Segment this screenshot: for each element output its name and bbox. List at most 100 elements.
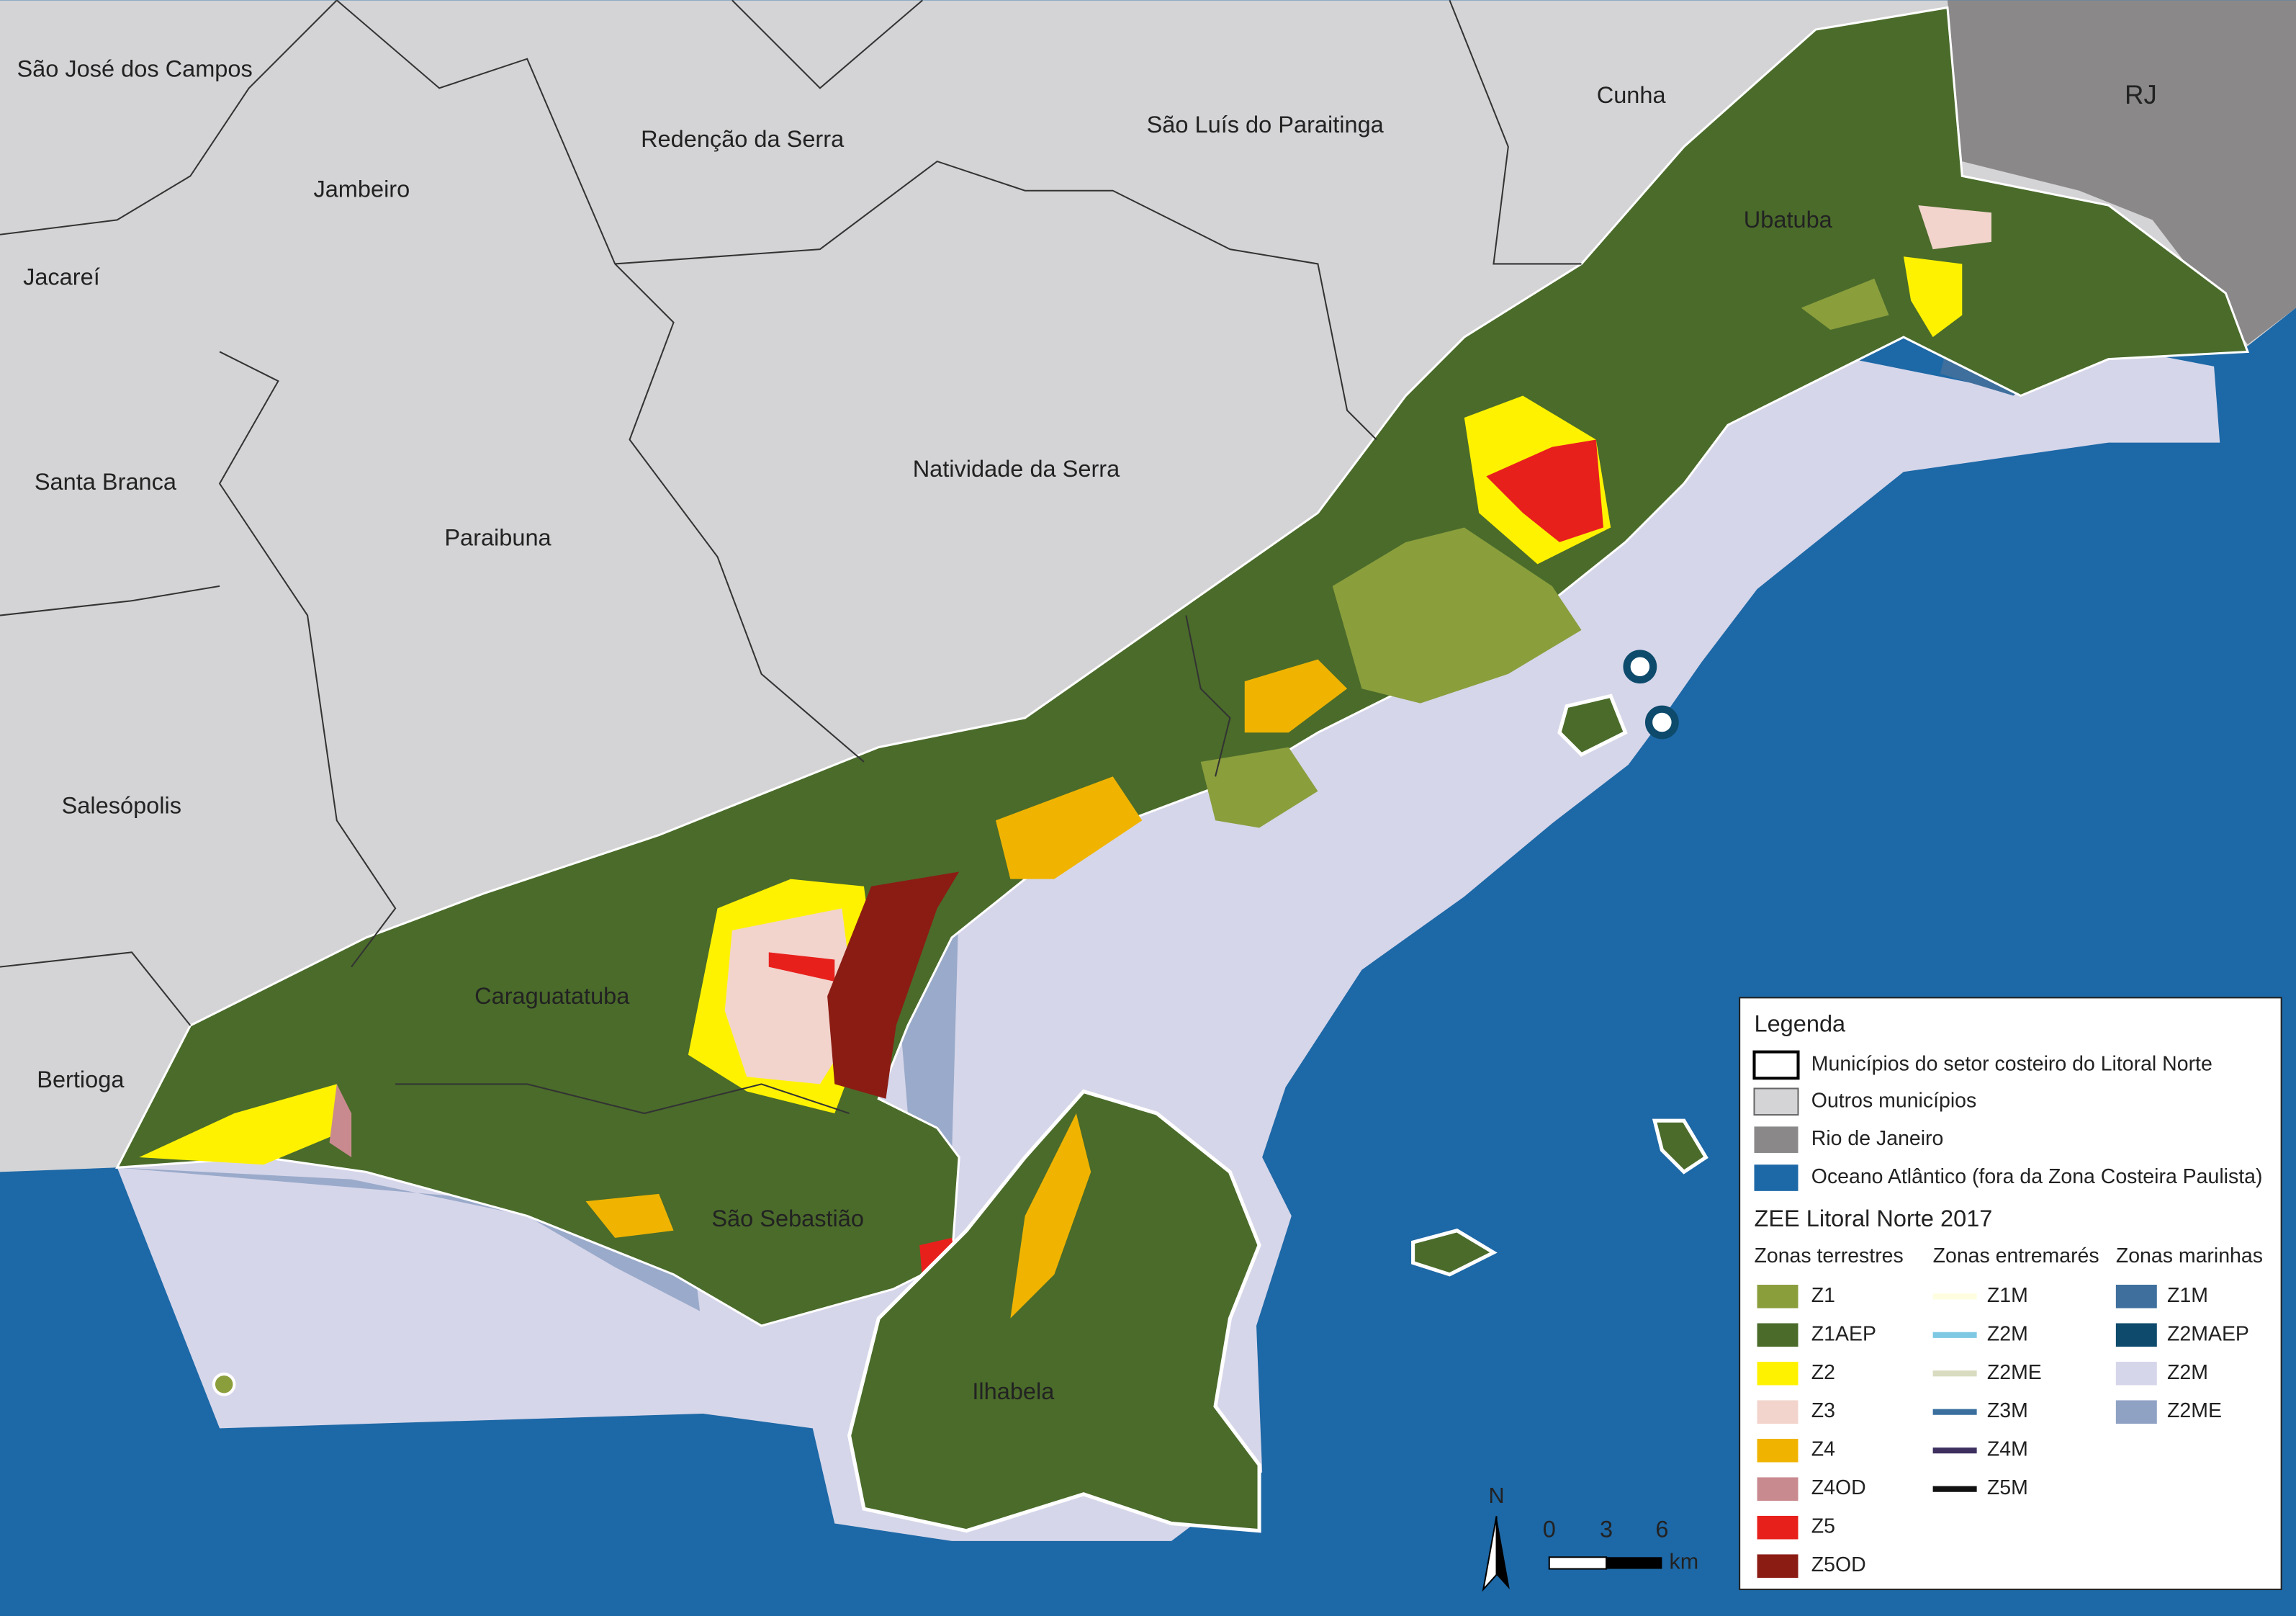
map-label: Redenção da Serra xyxy=(641,126,845,152)
zone-z4 xyxy=(585,1193,674,1238)
zone-z3 xyxy=(724,908,857,1085)
map-label: Cunha xyxy=(1597,82,1667,108)
island xyxy=(1652,1118,1709,1175)
legend-swatch xyxy=(2115,1323,2157,1347)
legend-title: Legenda xyxy=(1754,1011,1846,1037)
zone-z1 xyxy=(1200,747,1318,828)
map-label: Natividade da Serra xyxy=(913,456,1120,482)
legend-heading: Zonas entremarés xyxy=(1933,1244,2099,1267)
marine-z2maep xyxy=(1644,705,1679,740)
legend-swatch xyxy=(1757,1554,1798,1578)
zone-z1 xyxy=(1332,527,1582,704)
marine-z2maep xyxy=(1623,650,1657,684)
zone-z4 xyxy=(995,776,1143,879)
map-label: Santa Branca xyxy=(35,469,177,495)
legend-label: Z4 xyxy=(1811,1438,1835,1461)
legend-label: Z4M xyxy=(1987,1438,2028,1461)
island xyxy=(1557,693,1628,757)
map-label: Jacareí xyxy=(23,264,100,289)
legend-label: Z2M xyxy=(1987,1322,2028,1345)
scale-bar xyxy=(1606,1557,1662,1569)
legend-swatch xyxy=(1757,1400,1798,1424)
scale-tick: 6 xyxy=(1655,1516,1668,1542)
legend-swatch xyxy=(1753,1087,1799,1116)
map-label: São Luís do Paraitinga xyxy=(1147,112,1385,138)
map-label: Paraibuna xyxy=(444,524,552,550)
legend-swatch xyxy=(1754,1164,1798,1191)
legend-label: Z3M xyxy=(1987,1399,2028,1422)
legend-label: Z2 xyxy=(1811,1361,1835,1384)
rio-de-janeiro xyxy=(1947,0,2296,345)
map-label: Caraguatatuba xyxy=(474,983,630,1009)
legend-label: Z2ME xyxy=(1987,1361,2042,1384)
legend-label: Outros municípios xyxy=(1811,1089,1976,1112)
municipal-border xyxy=(0,585,220,616)
municipal-border xyxy=(336,0,865,763)
zone-z5 xyxy=(1486,439,1604,542)
municipal-border xyxy=(0,951,192,1026)
scale-unit: km xyxy=(1670,1549,1699,1574)
legend-swatch xyxy=(1757,1285,1798,1308)
municipal-border xyxy=(395,1083,850,1115)
legend-heading: Zonas terrestres xyxy=(1754,1244,1903,1267)
zone-z4od xyxy=(329,1084,352,1158)
map-label: Salesópolis xyxy=(62,793,181,819)
north-label: N xyxy=(1489,1483,1505,1508)
scale-tick: 0 xyxy=(1543,1516,1556,1542)
zone-z1 xyxy=(1801,278,1889,330)
legend-swatch xyxy=(1757,1438,1798,1463)
legend-swatch xyxy=(1757,1323,1798,1347)
scale-tick: 3 xyxy=(1600,1516,1613,1542)
municipal-border xyxy=(615,160,1377,441)
legend: Legenda Municípios do setor costeiro do … xyxy=(1739,997,2282,1591)
municipal-border xyxy=(1449,0,1582,265)
map-label: Ubatuba xyxy=(1744,207,1833,233)
legend-label: Z4OD xyxy=(1811,1476,1866,1499)
zone-z4 xyxy=(1244,659,1348,733)
municipal-border xyxy=(731,0,923,89)
map-label: São José dos Campos xyxy=(17,56,252,82)
legend-label: Z2M xyxy=(2167,1361,2208,1384)
legend-label: Z5OD xyxy=(1811,1553,1866,1576)
zone-z5 xyxy=(768,952,835,982)
zone-z2 xyxy=(139,1084,352,1165)
legend-label: Z1AEP xyxy=(1811,1322,1876,1345)
legend-swatch xyxy=(2115,1285,2157,1308)
legend-label: Oceano Atlântico (fora da Zona Costeira … xyxy=(1811,1165,2263,1188)
legend-swatch xyxy=(1754,1126,1798,1153)
scale-bar xyxy=(1548,1556,1608,1570)
map-label: Ilhabela xyxy=(972,1378,1055,1404)
legend-label: Z2ME xyxy=(2167,1399,2222,1422)
legend-label: Z5M xyxy=(1987,1476,2028,1499)
legend-label: Z1 xyxy=(1811,1284,1835,1307)
legend-swatch xyxy=(1757,1515,1798,1540)
legend-subtitle: ZEE Litoral Norte 2017 xyxy=(1754,1206,1992,1231)
legend-label: Rio de Janeiro xyxy=(1811,1127,1944,1150)
legend-swatch xyxy=(1757,1361,1798,1386)
legend-swatch xyxy=(2115,1361,2157,1386)
legend-label: Z1M xyxy=(1987,1284,2028,1307)
legend-swatch xyxy=(1757,1477,1798,1501)
island xyxy=(212,1373,236,1396)
map-label: RJ xyxy=(2125,80,2157,109)
map-label: Bertioga xyxy=(37,1067,125,1092)
zone-z3 xyxy=(1918,205,1991,250)
legend-label: Z5 xyxy=(1811,1515,1835,1538)
zone-z5od xyxy=(827,871,960,1099)
legend-label: Municípios do setor costeiro do Litoral … xyxy=(1811,1052,2212,1075)
municipal-border xyxy=(1185,615,1231,777)
legend-box xyxy=(1739,997,2282,1591)
zone-z1aep xyxy=(115,6,2250,1327)
legend-swatch xyxy=(2115,1400,2157,1424)
map-label: São Sebastião xyxy=(711,1206,864,1231)
legend-label: Z3 xyxy=(1811,1399,1835,1422)
legend-label: Z1M xyxy=(2167,1284,2208,1307)
municipal-border xyxy=(0,0,338,235)
legend-label: Z2MAEP xyxy=(2167,1322,2249,1345)
municipal-border xyxy=(218,351,397,968)
island xyxy=(847,1089,1261,1533)
island xyxy=(1411,1229,1498,1277)
map-label: Jambeiro xyxy=(313,176,410,202)
zone-z4 xyxy=(1010,1113,1091,1319)
